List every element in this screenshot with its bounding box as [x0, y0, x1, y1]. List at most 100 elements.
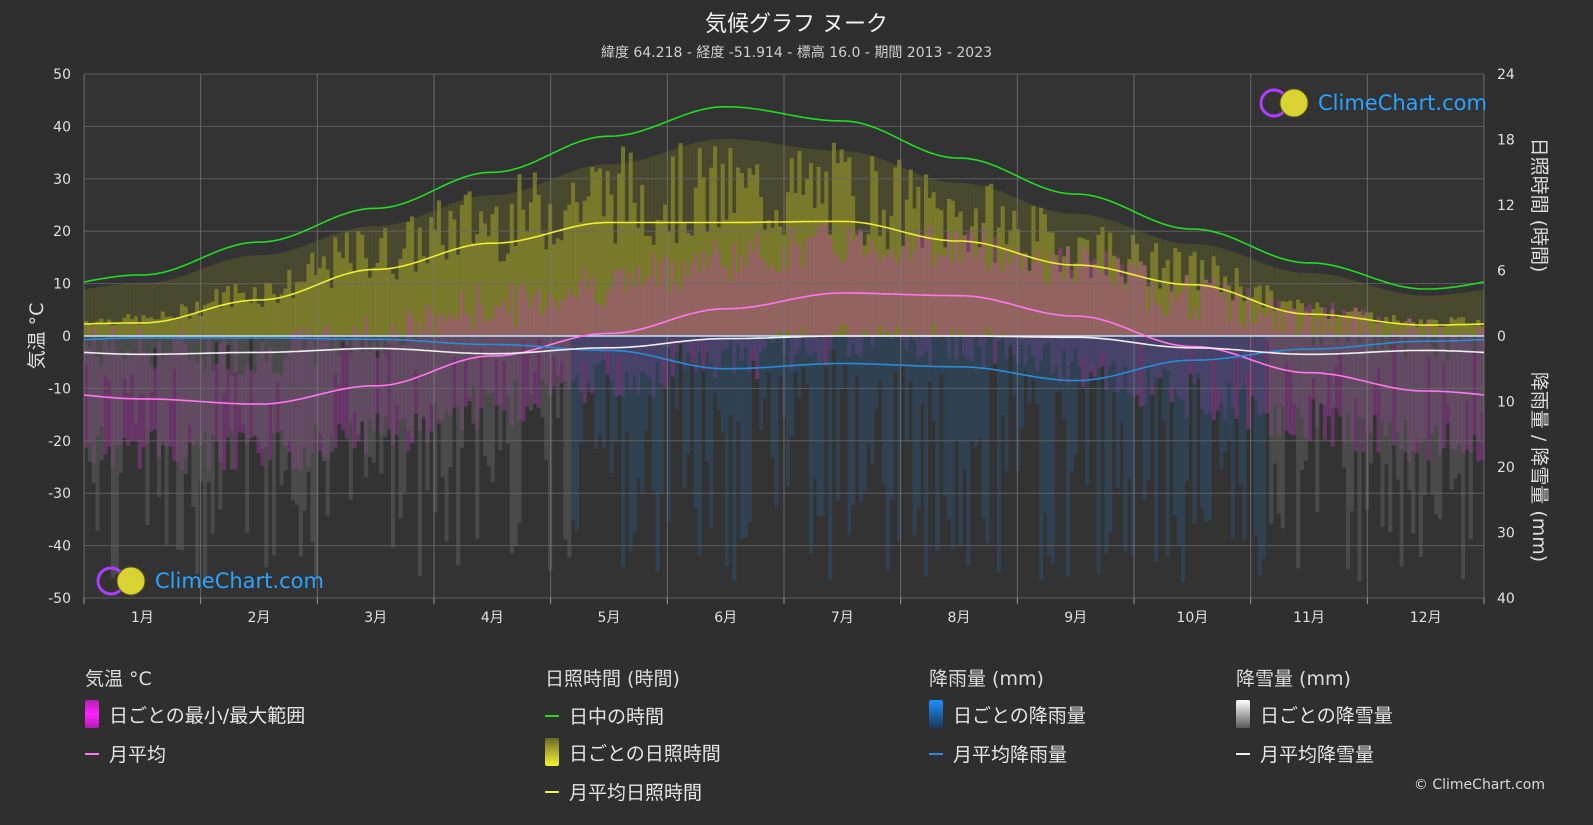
daily-daylight-bar [1319, 273, 1324, 336]
daily-daylight-bar [1457, 293, 1462, 336]
daily-sunshine-bar [413, 271, 418, 336]
daily-sunshine-bar [1200, 260, 1205, 336]
daily-sunshine-bar [245, 300, 250, 336]
daily-sunshine-bar [563, 210, 568, 336]
daily-sunshine-bar [1430, 319, 1435, 336]
daily-precip-bar [1445, 336, 1450, 404]
left-axis-title: 気温 °C [26, 303, 48, 370]
daily-sunshine-bar [421, 256, 426, 336]
daily-precip-bar [321, 336, 326, 462]
daily-daylight-bar [1292, 271, 1297, 336]
daily-sunshine-bar [352, 271, 357, 336]
x-axis-month-label: 7月 [831, 610, 854, 626]
daily-precip-bar [1004, 336, 1009, 472]
daily-precip-bar [962, 336, 967, 470]
daily-sunshine-bar [302, 281, 307, 336]
daily-sunshine-bar [609, 194, 614, 336]
daily-precip-bar [816, 336, 821, 516]
daily-sunshine-bar [1230, 300, 1235, 336]
legend-snow-daily: 日ごとの降雪量 [1236, 700, 1393, 728]
daily-sunshine-bar [996, 227, 1002, 336]
daily-precip-bar [153, 336, 158, 348]
daily-daylight-bar [1464, 292, 1469, 336]
daily-sunshine-bar [1131, 235, 1136, 336]
daily-sunshine-bar [1284, 301, 1289, 336]
sunshine-daily-swatch [545, 738, 559, 766]
daily-daylight-bar [1441, 294, 1446, 336]
daily-sunshine-bar [1299, 303, 1305, 336]
daily-precip-bar [1046, 336, 1051, 556]
daily-precip-bar [728, 336, 733, 415]
daily-daylight-bar [1403, 293, 1408, 336]
daily-precip-bar [505, 336, 511, 444]
daily-sunshine-bar [1196, 290, 1201, 336]
daily-precip-bar [1058, 336, 1063, 392]
daily-sunshine-bar [1215, 265, 1220, 336]
daily-precip-bar [1457, 336, 1462, 474]
daily-precip-bar [839, 336, 844, 389]
daily-sunshine-bar [1111, 255, 1117, 336]
daily-sunshine-bar [241, 292, 246, 336]
rain-daily-swatch [929, 700, 943, 728]
daily-sunshine-bar [1192, 251, 1197, 336]
daily-precip-bar [732, 336, 737, 582]
daily-sunshine-bar [870, 156, 875, 336]
sunshine-avg-swatch [545, 790, 559, 793]
daily-sunshine-bar [1269, 290, 1274, 336]
daily-sunshine-bar [1380, 323, 1385, 336]
daily-sunshine-bar [314, 275, 319, 336]
daily-sunshine-bar [387, 268, 392, 336]
daily-daylight-bar [329, 235, 334, 336]
daily-precip-bar [1023, 336, 1028, 372]
daily-sunshine-bar [1019, 253, 1025, 336]
daily-sunshine-bar [663, 204, 668, 336]
daily-daylight-bar [1219, 248, 1224, 336]
daily-sunshine-bar [1441, 326, 1446, 336]
daily-precip-bar [1000, 336, 1005, 416]
daily-precip-bar [1468, 336, 1473, 540]
daily-precip-bar [609, 336, 614, 473]
daily-precip-bar [126, 336, 131, 394]
daily-sunshine-bar [1157, 288, 1163, 336]
left-axis-tick-label: -10 [48, 381, 71, 397]
daily-sunshine-bar [920, 247, 925, 336]
daily-sunshine-bar [1058, 271, 1063, 336]
right-axis-precip-tick-label: 40 [1497, 591, 1515, 607]
daily-precip-bar [1054, 336, 1059, 392]
daily-sunshine-bar [1227, 285, 1232, 336]
daily-daylight-bar [84, 289, 89, 336]
daily-sunshine-bar [851, 196, 856, 336]
legend-rain-daily: 日ごとの降雨量 [929, 700, 1086, 728]
daily-sunshine-bar [383, 228, 388, 336]
right-axis-sunshine-tick-label: 12 [1497, 198, 1515, 214]
daily-sunshine-bar [360, 234, 365, 336]
daily-precip-bar [187, 336, 192, 425]
daily-precip-bar [1311, 336, 1316, 379]
daily-precip-bar [674, 336, 679, 410]
daily-precip-bar [1092, 336, 1097, 365]
daily-precip-bar [1388, 336, 1393, 533]
daily-sunshine-bar [640, 184, 645, 336]
daily-precip-bar [1238, 336, 1243, 485]
daily-sunshine-bar [310, 252, 315, 336]
daily-sunshine-bar [321, 256, 326, 336]
daily-sunshine-bar [897, 159, 902, 336]
daily-daylight-bar [1430, 295, 1435, 336]
daily-sunshine-bar [505, 253, 511, 336]
x-axis-month-label: 3月 [364, 610, 387, 626]
daily-sunshine-bar [84, 321, 89, 336]
daily-precip-bar [996, 336, 1002, 573]
daily-precip-bar [805, 336, 810, 385]
daily-sunshine-bar [1085, 239, 1090, 336]
daily-sunshine-bar [1449, 317, 1454, 336]
daily-precip-bar [402, 336, 407, 493]
daily-sunshine-bar [732, 213, 737, 336]
daily-sunshine-bar [927, 198, 932, 336]
daily-sunshine-bar [329, 287, 334, 336]
daily-precip-bar [935, 336, 940, 551]
daily-sunshine-bar [674, 243, 679, 336]
daily-precip-bar [1180, 336, 1186, 583]
daily-sunshine-bar [145, 318, 150, 336]
daily-precip-bar [1399, 336, 1404, 567]
daily-precip-bar [720, 336, 725, 433]
